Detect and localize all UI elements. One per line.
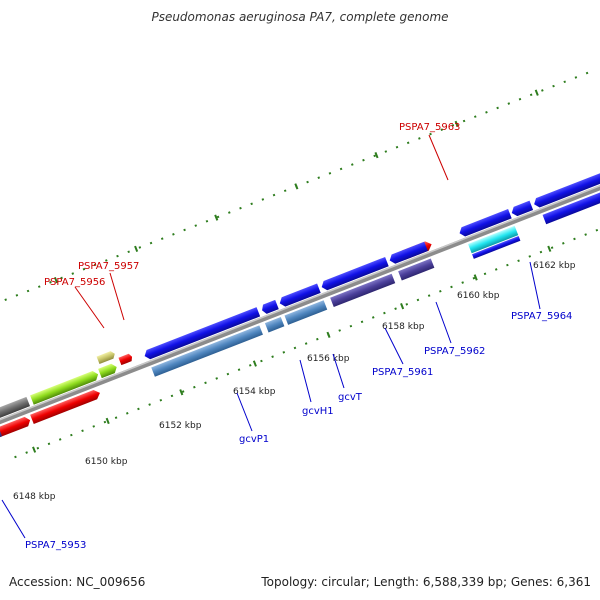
gene-label-PSPA7_5956[interactable]: PSPA7_5956 [44,277,105,288]
gene-label-PSPA7_5953[interactable]: PSPA7_5953 [25,540,86,551]
label-leader-lines [1,134,541,539]
outer-tick-scale [0,69,594,319]
gene-arrow-PSPA7_5962[interactable] [398,258,435,281]
map-track-group [0,69,600,459]
gene-arrow-reverse-upper-5[interactable] [388,241,428,265]
gene-arrow-reverse-upper-6[interactable] [458,209,512,238]
gene-arrow-reverse-upper-3[interactable] [278,283,321,308]
kbp-label: 6160 kbp [457,291,500,301]
gene-arrow-gcvP1[interactable] [151,325,263,377]
gene-arrow-forward-red-left[interactable] [0,415,32,439]
forward-strand-genes [0,241,432,422]
map-title: Pseudomonas aeruginosa PA7, complete gen… [151,10,449,24]
gene-arrow-reverse-upper-1[interactable] [143,307,261,361]
gene-label-gcvH1[interactable]: gcvH1 [302,406,334,417]
inner-tick-scale [14,209,600,459]
kbp-label: 6158 kbp [382,322,425,332]
gene-arrow-reverse-lower-right[interactable] [542,185,600,225]
genome-backbone [0,172,600,431]
gene-label-PSPA7_5961[interactable]: PSPA7_5961 [372,367,433,378]
gene-arrow-reverse-upper-7[interactable] [510,200,534,218]
kbp-label: 6162 kbp [533,261,576,271]
gene-label-gcvT[interactable]: gcvT [338,392,363,403]
gene-label-gcvP1[interactable]: gcvP1 [239,434,269,445]
genome-summary-text: Topology: circular; Length: 6,588,339 bp… [261,575,591,589]
kbp-label: 6148 kbp [13,492,56,502]
gene-arrow-reverse-upper-4[interactable] [320,256,389,292]
kbp-label: 6154 kbp [233,387,276,397]
accession-text: Accession: NC_009656 [9,575,146,589]
gene-label-PSPA7_5964[interactable]: PSPA7_5964 [511,311,572,322]
forward-strand-lower-lane [0,388,102,439]
gene-labels: PSPA7_5963 PSPA7_5957 PSPA7_5956 PSPA7_5… [25,122,572,551]
gene-label-PSPA7_5957[interactable]: PSPA7_5957 [78,261,139,272]
gene-arrow-reverse-upper-2[interactable] [260,299,279,315]
gene-arrow-gcvH1[interactable] [264,316,285,333]
gene-label-PSPA7_5962[interactable]: PSPA7_5962 [424,346,485,357]
kbp-label: 6152 kbp [159,421,202,431]
kbp-label: 6156 kbp [307,354,350,364]
kbp-labels: 6148 kbp 6150 kbp 6152 kbp 6154 kbp 6156… [13,261,576,502]
gene-label-PSPA7_5963[interactable]: PSPA7_5963 [399,122,460,133]
gene-arrow-forward-green[interactable] [30,370,100,405]
gene-arrow-forward-grey[interactable] [0,396,31,422]
gene-arrow-reverse-upper-8[interactable] [532,169,600,209]
gene-arrow-PSPA7_5957[interactable] [98,362,118,379]
gene-arrow-PSPA7_5961[interactable] [330,273,396,308]
reverse-strand-upper-lane [143,169,600,361]
reverse-strand-lower-lane [0,185,600,441]
gene-arrow-forward-red-small[interactable] [118,353,133,366]
gene-arrow-reverse-lower-blue[interactable] [472,236,521,259]
gene-arrow-gcvT[interactable] [284,300,328,325]
gene-arrow-PSPA7_5956[interactable] [96,350,117,365]
gene-arrow-forward-red-long[interactable] [30,388,102,425]
gene-arrow-PSPA7_5964[interactable] [468,225,519,254]
kbp-label: 6150 kbp [85,457,128,467]
